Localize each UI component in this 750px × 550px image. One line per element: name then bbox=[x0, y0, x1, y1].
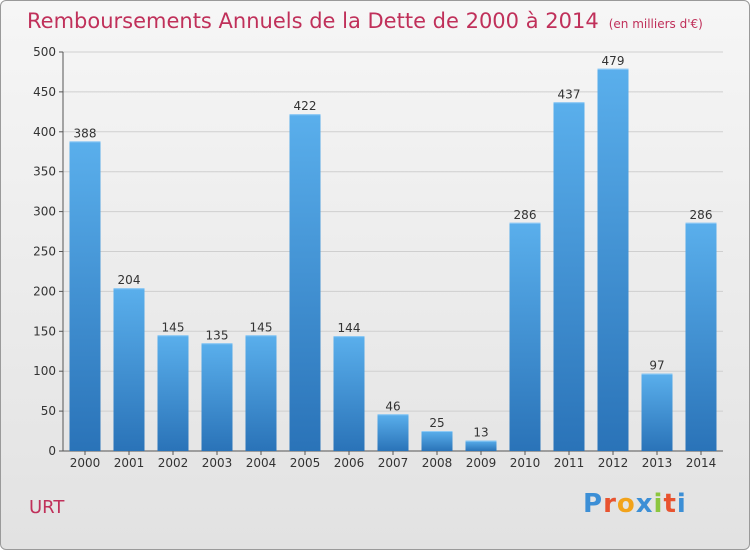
bar-value-label: 145 bbox=[162, 320, 185, 334]
bar bbox=[113, 288, 145, 451]
bar-value-label: 479 bbox=[602, 54, 625, 68]
y-tick-label: 50 bbox=[41, 404, 56, 418]
bar-value-label: 144 bbox=[338, 321, 361, 335]
location-label: URT bbox=[29, 497, 65, 518]
bar bbox=[597, 68, 629, 452]
x-tick-label: 2002 bbox=[158, 456, 189, 470]
chart-title: Remboursements Annuels de la Dette de 20… bbox=[27, 9, 703, 33]
y-tick-label: 100 bbox=[33, 364, 56, 378]
x-tick-label: 2003 bbox=[202, 456, 233, 470]
bar bbox=[553, 102, 585, 452]
bar-value-label: 46 bbox=[385, 399, 400, 413]
chart-title-text: Remboursements Annuels de la Dette de 20… bbox=[27, 9, 599, 33]
bar bbox=[245, 335, 277, 451]
bar-value-label: 145 bbox=[250, 320, 273, 334]
x-tick-label: 2008 bbox=[422, 456, 453, 470]
bar bbox=[201, 343, 233, 451]
bar bbox=[509, 222, 541, 451]
x-tick-label: 2006 bbox=[334, 456, 365, 470]
x-tick-label: 2009 bbox=[466, 456, 497, 470]
bar-value-label: 437 bbox=[558, 87, 581, 101]
bar-value-label: 286 bbox=[690, 208, 713, 222]
x-tick-label: 2010 bbox=[510, 456, 541, 470]
y-tick-label: 300 bbox=[33, 205, 56, 219]
x-tick-label: 2004 bbox=[246, 456, 277, 470]
y-tick-label: 200 bbox=[33, 284, 56, 298]
x-tick-label: 2007 bbox=[378, 456, 409, 470]
y-tick-label: 350 bbox=[33, 165, 56, 179]
bar-value-label: 135 bbox=[206, 328, 229, 342]
y-tick-label: 250 bbox=[33, 245, 56, 259]
bar-value-label: 13 bbox=[473, 426, 488, 440]
bar-value-label: 25 bbox=[429, 416, 444, 430]
bar-value-label: 286 bbox=[514, 208, 537, 222]
bars bbox=[69, 68, 717, 452]
bar bbox=[69, 141, 101, 451]
bar bbox=[641, 373, 673, 451]
labels: 388 204 145 135 145 422 144 46 25 13 286 437 479 97 28… bbox=[74, 54, 713, 440]
y-tick-label: 450 bbox=[33, 85, 56, 99]
chart-subtitle: (en milliers d'€) bbox=[608, 17, 703, 31]
bar bbox=[685, 222, 717, 451]
y-tick-label: 400 bbox=[33, 125, 56, 139]
bar bbox=[465, 440, 497, 451]
x-tick-label: 2011 bbox=[554, 456, 585, 470]
x-tick-label: 2000 bbox=[70, 456, 101, 470]
bar bbox=[377, 414, 409, 451]
x-tick-label: 2014 bbox=[686, 456, 717, 470]
y-tick-label: 500 bbox=[33, 45, 56, 59]
bar bbox=[157, 335, 189, 451]
brand-logo: Proxiti bbox=[583, 489, 687, 519]
x-tick-label: 2012 bbox=[598, 456, 629, 470]
x-tick-label: 2001 bbox=[114, 456, 145, 470]
bar bbox=[289, 114, 321, 451]
y-tick-label: 150 bbox=[33, 324, 56, 338]
y-tick-label: 0 bbox=[48, 444, 56, 458]
x-tick-label: 2013 bbox=[642, 456, 673, 470]
x-tick-label: 2005 bbox=[290, 456, 321, 470]
bar-value-label: 97 bbox=[649, 359, 664, 373]
bar bbox=[333, 336, 365, 451]
axes: 0 50 100 150 200 250 300 350 400 450 500 2000 2001 20… bbox=[33, 45, 723, 470]
bar bbox=[421, 431, 453, 451]
bar-value-label: 204 bbox=[118, 273, 141, 287]
bar-value-label: 388 bbox=[74, 126, 97, 140]
bar-value-label: 422 bbox=[294, 99, 317, 113]
